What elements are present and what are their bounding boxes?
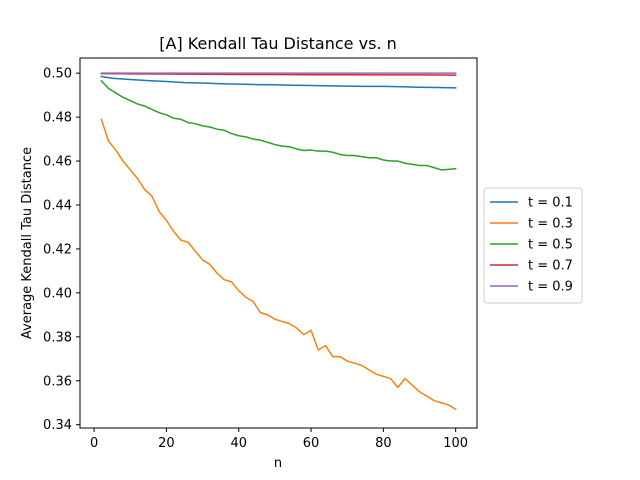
x-tick-label: 60	[303, 436, 320, 451]
series-line-2	[100, 118, 457, 411]
y-tick-label: 0.38	[43, 330, 72, 345]
legend-box	[483, 187, 583, 304]
legend-label-3: t = 0.5	[528, 238, 573, 253]
x-axis-label: n	[274, 456, 282, 471]
y-tick-label: 0.42	[43, 242, 72, 257]
y-axis: 0.34 0.36 0.38 0.40 0.42 0.44 0.46 0.48 0.50	[43, 67, 80, 433]
x-tick-label: 20	[158, 436, 175, 451]
legend: t = 0.1 t = 0.3 t = 0.5 t = 0.7 t = 0.9	[483, 187, 583, 304]
legend-label-1: t = 0.1	[528, 196, 573, 211]
series-line-1	[100, 75, 457, 89]
plot-frame	[79, 57, 478, 429]
legend-label-5: t = 0.9	[528, 280, 573, 295]
x-tick-label: 80	[375, 436, 392, 451]
chart-title: [A] Kendall Tau Distance vs. n	[159, 34, 396, 53]
x-tick-label: 0	[90, 436, 98, 451]
y-tick-label: 0.40	[43, 286, 72, 301]
y-tick-label: 0.44	[43, 198, 72, 213]
series-line-3	[100, 79, 457, 171]
y-tick-label: 0.48	[43, 111, 72, 126]
series-layer	[100, 72, 457, 411]
y-tick-label: 0.36	[43, 374, 72, 389]
legend-label-4: t = 0.7	[528, 259, 573, 274]
x-tick-label: 100	[443, 436, 468, 451]
y-tick-label: 0.34	[43, 418, 72, 433]
plot-area	[79, 57, 478, 429]
y-tick-label: 0.46	[43, 155, 72, 170]
y-axis-label: Average Kendall Tau Distance	[20, 147, 35, 339]
y-tick-label: 0.50	[43, 67, 72, 82]
x-tick-label: 40	[230, 436, 247, 451]
x-axis: 0 20 40 60 80 100	[90, 428, 468, 451]
series-line-4	[100, 72, 457, 76]
legend-label-2: t = 0.3	[528, 217, 573, 232]
